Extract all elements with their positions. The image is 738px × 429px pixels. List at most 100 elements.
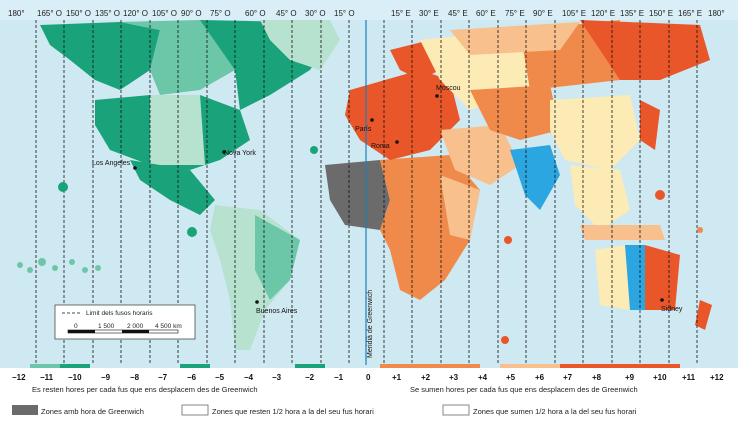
offset-label: +7 — [563, 373, 573, 382]
offset-label: −7 — [158, 373, 168, 382]
offset-label: −1 — [334, 373, 344, 382]
meridian-label: 75° E — [505, 9, 525, 18]
offset-label: 0 — [366, 373, 371, 382]
offset-label: −10 — [68, 373, 82, 382]
limit-label: Limit dels fusos horaris — [86, 310, 153, 317]
offset-label: +5 — [506, 373, 516, 382]
offset-label: +1 — [392, 373, 402, 382]
legend-swatch-plus-half — [442, 404, 470, 416]
meridian-label: 15° O — [334, 9, 355, 18]
meridian-label: 165° O — [37, 9, 62, 18]
central-asia — [470, 85, 560, 140]
offset-label: +8 — [592, 373, 602, 382]
offset-labels: −12 −11 −10 −9 −8 −7 −6 −5 −4 −3 −2 −1 0… — [12, 373, 724, 382]
new-zealand — [695, 300, 712, 330]
legend-swatch-gmt — [12, 405, 38, 415]
city-marker — [370, 118, 374, 122]
city-label-nova-york: Nova York — [224, 150, 256, 157]
india — [510, 145, 560, 210]
meridian-label: 120° E — [591, 9, 615, 18]
australia-east — [645, 245, 680, 310]
city-label-los-angeles: Los Angeles — [92, 160, 131, 167]
usa-central — [150, 95, 205, 165]
meridian-label: 45° O — [276, 9, 297, 18]
indonesia — [580, 225, 665, 240]
city-label-moscou: Moscou — [436, 85, 461, 92]
central-america — [130, 160, 215, 215]
meridian-label: 165° E — [678, 9, 702, 18]
offset-label: +2 — [421, 373, 431, 382]
north-america-west — [40, 22, 160, 90]
meridian-label: 105° O — [152, 9, 177, 18]
meridian-label: 75° O — [210, 9, 231, 18]
offset-label: −5 — [215, 373, 225, 382]
japan — [640, 100, 660, 150]
meridian-label: 135° O — [95, 9, 120, 18]
legend-swatch-minus-half — [181, 404, 209, 416]
scale-tick: 4 500 km — [155, 323, 182, 330]
offset-label: −3 — [272, 373, 282, 382]
offset-label: −2 — [305, 373, 315, 382]
offset-label: +10 — [653, 373, 667, 382]
meridian-label: 135° E — [620, 9, 644, 18]
city-marker — [435, 94, 439, 98]
meridian-label: 120° O — [123, 9, 148, 18]
greenland — [260, 20, 340, 70]
legend: Zones amb hora de Greenwich Zones que re… — [12, 404, 637, 416]
city-label-paris: París — [355, 126, 372, 133]
africa-east — [440, 175, 480, 240]
meridian-labels: 180° 165° O 150° O 135° O 120° O 105° O … — [8, 9, 725, 18]
europe — [345, 70, 460, 160]
offset-label: −9 — [101, 373, 111, 382]
meridian-label: 150° E — [649, 9, 673, 18]
offset-label: +12 — [710, 373, 724, 382]
city-marker — [395, 140, 399, 144]
offset-label: +9 — [625, 373, 635, 382]
city-marker — [133, 166, 137, 170]
china — [550, 95, 640, 170]
meridian-label: 105° E — [562, 9, 586, 18]
offset-label: −6 — [187, 373, 197, 382]
city-marker — [660, 298, 664, 302]
meridian-label: 180° — [708, 9, 725, 18]
caption-east: Se sumen hores per cada fus que ens desp… — [410, 385, 638, 394]
offset-label: −12 — [12, 373, 26, 382]
meridian-label: 60° E — [476, 9, 496, 18]
offset-strip — [30, 364, 680, 368]
meridian-label: 150° O — [66, 9, 91, 18]
city-label-buenos-aires: Buenos Aires — [256, 308, 298, 315]
scale-legend: Limit dels fusos horaris 0 1 500 2 000 4… — [54, 304, 196, 340]
west-africa — [325, 160, 390, 230]
city-marker — [222, 150, 226, 154]
scale-tick: 2 000 — [127, 323, 144, 330]
meridian-label: 90° E — [533, 9, 553, 18]
pacific-islands — [17, 146, 703, 344]
caption-west: Es resten hores per cada fus que ens des… — [32, 385, 258, 394]
south-america-east — [255, 215, 300, 300]
greenwich-label: Meridià de Greenwich — [367, 290, 374, 358]
offset-label: +6 — [535, 373, 545, 382]
offset-label: −11 — [40, 373, 54, 382]
offset-label: +3 — [449, 373, 459, 382]
meridian-label: 90° O — [181, 9, 202, 18]
legend-plus-half-label: Zones que sumen 1/2 hora a la del seu fu… — [473, 407, 637, 416]
landmasses — [40, 20, 712, 350]
scale-tick: 1 500 — [98, 323, 115, 330]
middle-east — [440, 125, 520, 185]
cities: Los Angeles Nova York París Roma Moscou … — [92, 85, 683, 315]
southeast-asia — [570, 165, 630, 230]
scale-tick: 0 — [74, 323, 78, 330]
meridian-band — [0, 0, 738, 20]
offset-label: −4 — [244, 373, 254, 382]
city-label-sidney: Sidney — [661, 306, 683, 313]
offset-label: +11 — [682, 373, 696, 382]
legend-gmt-label: Zones amb hora de Greenwich — [41, 407, 144, 416]
meridian-label: 180° — [8, 9, 25, 18]
canada-central — [120, 20, 240, 95]
meridian-label: 60° O — [245, 9, 266, 18]
meridian-label: 15° E — [391, 9, 411, 18]
offset-label: −8 — [130, 373, 140, 382]
russia-east — [580, 20, 710, 80]
australia-west — [595, 245, 630, 310]
